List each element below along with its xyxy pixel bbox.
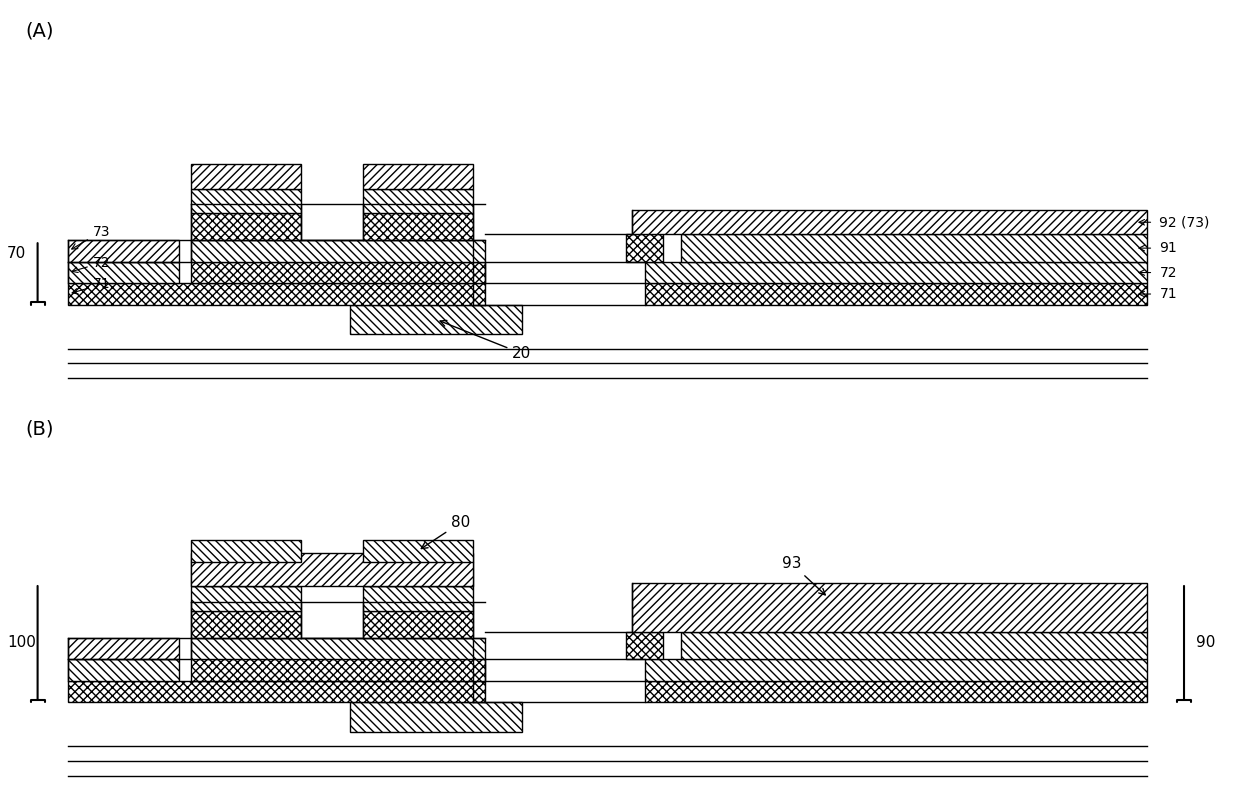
Bar xyxy=(362,164,472,188)
Bar xyxy=(362,561,472,586)
Bar xyxy=(362,213,472,241)
Bar xyxy=(362,188,472,213)
Text: 100: 100 xyxy=(7,635,36,650)
Bar xyxy=(362,541,472,561)
Bar xyxy=(362,610,472,638)
Bar xyxy=(191,610,301,638)
Bar xyxy=(632,583,1147,632)
Bar xyxy=(626,632,663,659)
Bar xyxy=(68,638,179,659)
Bar xyxy=(68,283,485,305)
Bar xyxy=(191,659,485,681)
Bar xyxy=(681,234,1147,261)
Bar xyxy=(645,659,1147,681)
Bar xyxy=(191,541,301,561)
Bar xyxy=(68,659,179,681)
Text: 90: 90 xyxy=(1197,635,1215,650)
Text: 80: 80 xyxy=(422,515,470,549)
Bar xyxy=(632,210,1147,234)
Bar xyxy=(681,632,1147,659)
Bar xyxy=(645,681,1147,703)
Text: 72: 72 xyxy=(1159,265,1177,280)
Text: 92 (73): 92 (73) xyxy=(1159,215,1210,229)
Bar xyxy=(191,241,485,261)
Bar xyxy=(68,241,179,261)
Text: 91: 91 xyxy=(1159,241,1177,255)
Bar xyxy=(191,213,301,241)
Bar xyxy=(191,164,301,188)
Text: 71: 71 xyxy=(1159,287,1177,301)
Text: 93: 93 xyxy=(782,556,826,595)
Bar xyxy=(626,234,663,261)
Text: 73: 73 xyxy=(72,225,110,249)
Text: 70: 70 xyxy=(7,245,26,261)
Bar xyxy=(645,261,1147,283)
Bar xyxy=(191,638,485,659)
Bar xyxy=(350,703,522,731)
Text: (A): (A) xyxy=(25,22,53,41)
Bar xyxy=(191,261,485,283)
Text: 72: 72 xyxy=(72,256,110,273)
Bar xyxy=(362,586,472,610)
Text: (B): (B) xyxy=(25,419,53,438)
Bar xyxy=(191,561,301,586)
Bar xyxy=(191,553,472,586)
Bar xyxy=(191,586,301,610)
Bar xyxy=(68,681,485,703)
Bar xyxy=(350,305,522,334)
Text: 20: 20 xyxy=(440,321,532,361)
Text: 71: 71 xyxy=(72,277,110,294)
Bar xyxy=(191,188,301,213)
Bar xyxy=(645,283,1147,305)
Bar xyxy=(68,261,179,283)
